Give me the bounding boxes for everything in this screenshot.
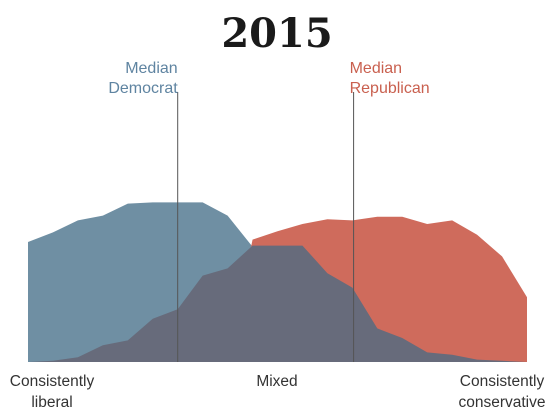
median-layer: Median Democrat Median Republican [108,60,430,362]
median-label-1: Median Republican [350,60,430,97]
x-axis-labels: Consistently liberal Mixed Consistently cons… [10,373,546,411]
area-series-overlap [28,245,527,362]
x-tick-label-0: Consistently liberal [10,373,95,411]
chart-title: 2015 [221,10,332,57]
x-tick-label-2: Consistently conservative [458,373,545,411]
x-tick-label-1: Mixed [256,373,297,390]
median-label-0: Median Democrat [108,60,178,97]
area-layer [28,202,527,362]
